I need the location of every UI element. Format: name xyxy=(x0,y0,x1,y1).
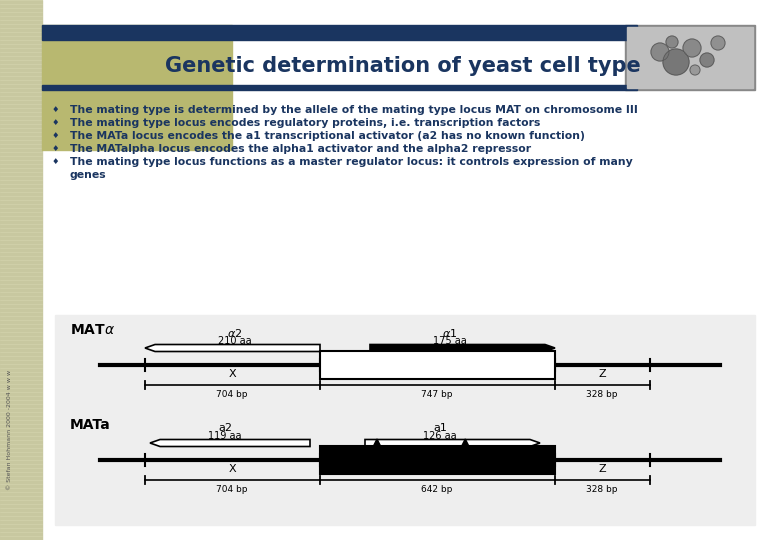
Text: Z: Z xyxy=(598,464,606,474)
Text: The mating type locus functions as a master regulator locus: it controls express: The mating type locus functions as a mas… xyxy=(70,157,633,180)
Circle shape xyxy=(683,39,701,57)
Text: 328 bp: 328 bp xyxy=(587,485,618,494)
FancyArrow shape xyxy=(365,440,540,447)
Text: Genetic determination of yeast cell type: Genetic determination of yeast cell type xyxy=(165,56,640,76)
Bar xyxy=(320,446,555,474)
Text: The MATa locus encodes the a1 transcriptional activator (a2 has no known functio: The MATa locus encodes the a1 transcript… xyxy=(70,131,585,141)
Text: Ya: Ya xyxy=(431,464,443,474)
Bar xyxy=(42,25,637,40)
Circle shape xyxy=(666,36,678,48)
Text: a2: a2 xyxy=(218,423,232,433)
Text: 175 aa: 175 aa xyxy=(433,336,467,346)
Circle shape xyxy=(663,49,689,75)
FancyArrow shape xyxy=(150,440,310,447)
Circle shape xyxy=(651,43,669,61)
Text: a1: a1 xyxy=(433,423,447,433)
Bar xyxy=(627,27,753,88)
Text: The mating type is determined by the allele of the mating type locus MAT on chro: The mating type is determined by the all… xyxy=(70,105,638,115)
Text: 328 bp: 328 bp xyxy=(587,390,618,399)
Circle shape xyxy=(690,65,700,75)
Text: MATa: MATa xyxy=(70,418,111,432)
Text: $\alpha$2: $\alpha$2 xyxy=(227,327,243,339)
Text: © Stefan Hohmann 2000 -2004 w w w: © Stefan Hohmann 2000 -2004 w w w xyxy=(8,370,12,490)
Polygon shape xyxy=(461,439,470,447)
Text: Z: Z xyxy=(598,369,606,379)
Circle shape xyxy=(700,53,714,67)
Text: $\alpha$1: $\alpha$1 xyxy=(442,327,458,339)
Text: The MATalpha locus encodes the alpha1 activator and the alpha2 repressor: The MATalpha locus encodes the alpha1 ac… xyxy=(70,144,531,154)
Bar xyxy=(625,25,755,90)
Text: ♦: ♦ xyxy=(51,131,58,140)
Text: ♦: ♦ xyxy=(51,118,58,127)
Text: MAT$\alpha$: MAT$\alpha$ xyxy=(70,323,115,337)
Text: 704 bp: 704 bp xyxy=(216,390,248,399)
Text: 210 aa: 210 aa xyxy=(218,336,252,346)
Polygon shape xyxy=(373,439,381,447)
Bar xyxy=(42,85,637,90)
Circle shape xyxy=(711,36,725,50)
Text: X: X xyxy=(229,464,236,474)
Bar xyxy=(320,351,555,379)
Text: 119 aa: 119 aa xyxy=(208,431,242,441)
Text: X: X xyxy=(229,369,236,379)
Text: 642 bp: 642 bp xyxy=(421,485,452,494)
Text: The mating type locus encodes regulatory proteins, i.e. transcription factors: The mating type locus encodes regulatory… xyxy=(70,118,541,128)
Text: 704 bp: 704 bp xyxy=(216,485,248,494)
Bar xyxy=(55,315,755,525)
Text: 747 bp: 747 bp xyxy=(421,390,452,399)
Text: ♦: ♦ xyxy=(51,105,58,114)
Text: ♦: ♦ xyxy=(51,157,58,166)
Bar xyxy=(42,25,232,150)
FancyArrow shape xyxy=(370,345,555,352)
Text: Yα: Yα xyxy=(430,369,444,379)
Text: ♦: ♦ xyxy=(51,144,58,153)
FancyArrow shape xyxy=(145,345,320,352)
Text: 126 aa: 126 aa xyxy=(424,431,457,441)
Bar xyxy=(0,0,42,540)
